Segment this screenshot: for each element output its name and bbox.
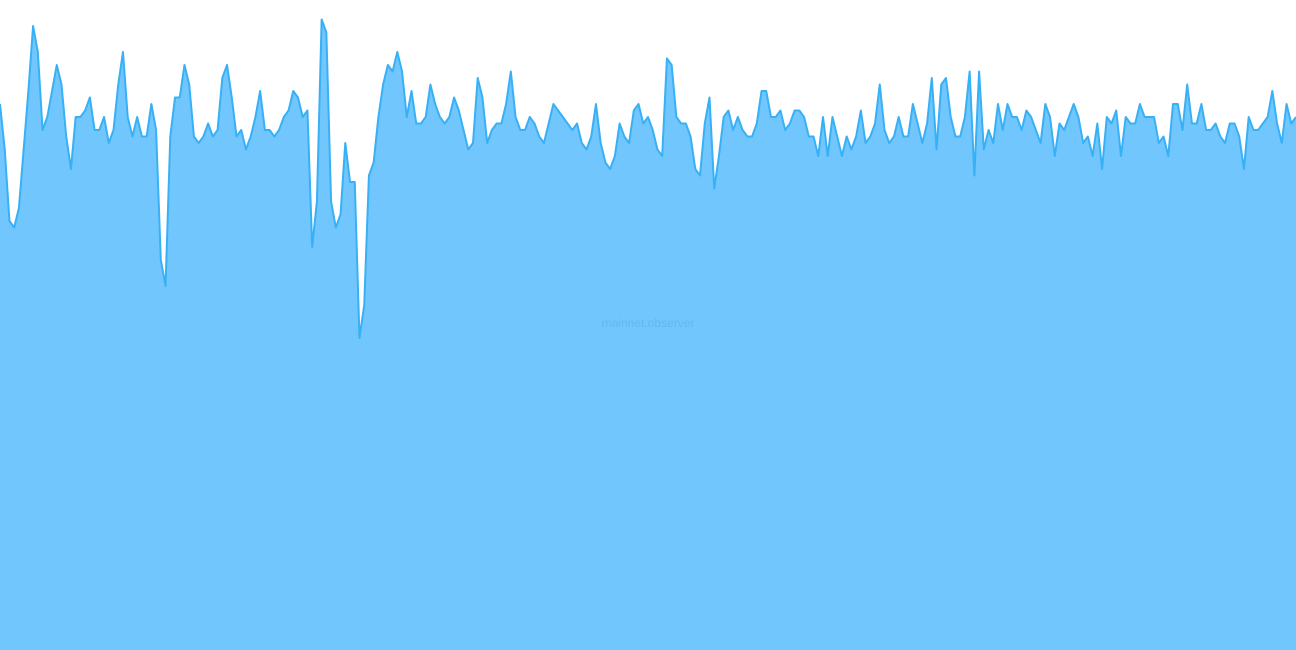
chart-marks bbox=[0, 18, 1296, 650]
series-line bbox=[0, 18, 1296, 339]
series-area bbox=[0, 19, 1296, 650]
